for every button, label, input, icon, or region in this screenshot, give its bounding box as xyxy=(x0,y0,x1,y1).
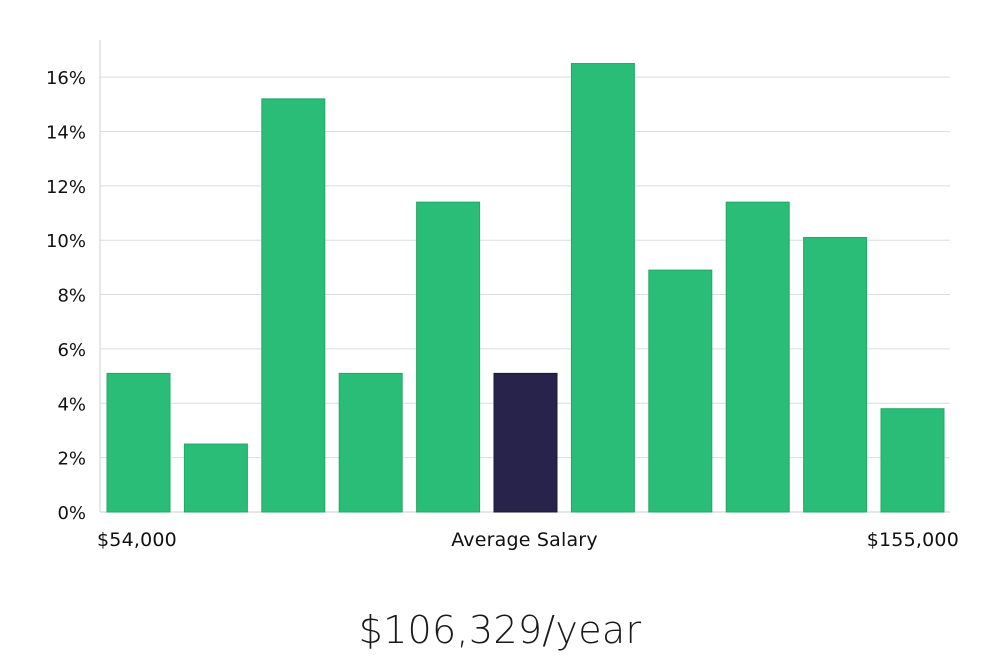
bar xyxy=(261,98,326,513)
bar xyxy=(803,236,868,513)
x-axis-label: Average Salary xyxy=(451,529,598,551)
average-salary-value: $106,329/year xyxy=(358,608,642,652)
y-tick-label: 4% xyxy=(57,394,86,415)
bar xyxy=(570,63,635,513)
chart-svg: 0% 2% 4% 6% 8% 10% 12% 14% 16% xyxy=(46,40,950,524)
y-tick-label: 14% xyxy=(46,122,86,143)
x-max-label: $155,000 xyxy=(866,529,959,551)
bar xyxy=(183,443,248,513)
y-tick-label: 0% xyxy=(57,503,86,524)
y-tick-label: 12% xyxy=(46,177,86,198)
y-tick-label: 16% xyxy=(46,68,86,89)
bar xyxy=(648,269,713,513)
highlighted-bar xyxy=(493,372,558,513)
y-tick-label: 10% xyxy=(46,231,86,252)
bar xyxy=(338,372,403,513)
y-tick-label: 8% xyxy=(57,286,86,307)
x-min-label: $54,000 xyxy=(97,529,177,551)
bar xyxy=(725,201,790,513)
y-tick-label: 6% xyxy=(57,340,86,361)
bar xyxy=(106,372,171,513)
bar xyxy=(880,408,945,513)
y-tick-label: 2% xyxy=(57,449,86,470)
salary-histogram: 0% 2% 4% 6% 8% 10% 12% 14% 16% $54,000 Average S… xyxy=(46,40,959,551)
bar xyxy=(416,201,481,513)
